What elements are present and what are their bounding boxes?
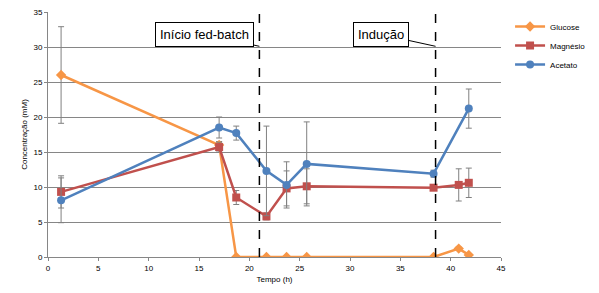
svg-text:5: 5 (96, 264, 101, 273)
svg-text:15: 15 (33, 148, 42, 157)
svg-text:0: 0 (46, 264, 51, 273)
svg-text:20: 20 (245, 264, 254, 273)
svg-text:20: 20 (33, 113, 42, 122)
svg-text:25: 25 (33, 78, 42, 87)
svg-text:Início fed-batch: Início fed-batch (160, 27, 249, 42)
svg-text:35: 35 (396, 264, 405, 273)
svg-text:10: 10 (33, 183, 42, 192)
svg-text:5: 5 (38, 218, 43, 227)
svg-text:25: 25 (295, 264, 304, 273)
svg-text:Indução: Indução (358, 27, 404, 42)
svg-text:Tempo (h): Tempo (h) (256, 275, 292, 284)
svg-text:35: 35 (33, 8, 42, 17)
svg-text:10: 10 (144, 264, 153, 273)
svg-text:30: 30 (33, 43, 42, 52)
svg-text:Magnésio: Magnésio (550, 42, 585, 51)
svg-text:Acetato: Acetato (550, 61, 578, 70)
svg-text:Glucose: Glucose (550, 23, 580, 32)
svg-text:45: 45 (497, 264, 506, 273)
svg-text:30: 30 (346, 264, 355, 273)
svg-text:0: 0 (38, 253, 43, 262)
svg-text:15: 15 (195, 264, 204, 273)
svg-text:Concentração (mM): Concentração (mM) (20, 99, 29, 170)
svg-text:40: 40 (446, 264, 455, 273)
